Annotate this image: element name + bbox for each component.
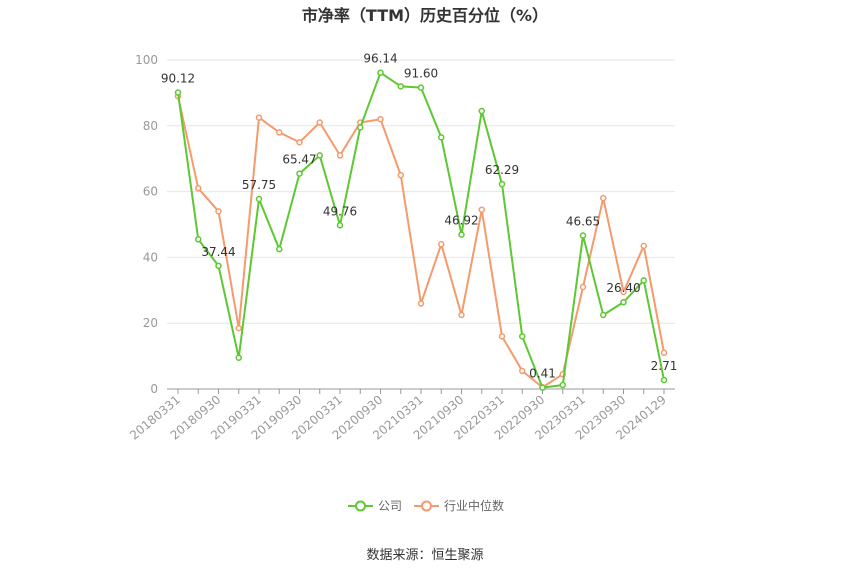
data-point (600, 311, 607, 319)
data-label: 65.47 (282, 153, 316, 167)
data-point (397, 171, 404, 179)
data-point (660, 349, 668, 357)
y-axis: 0 20 40 60 80 100 (135, 53, 158, 396)
data-point (235, 354, 242, 361)
data-point (498, 180, 506, 188)
data-point (640, 277, 647, 284)
data-label: 57.75 (242, 178, 276, 192)
y-tick-label: 40 (143, 250, 158, 264)
legend-item-行业中位数[interactable]: 行业中位数 (414, 498, 504, 513)
data-point (215, 262, 222, 270)
legend-marker (421, 500, 432, 512)
data-point (357, 124, 364, 131)
legend[interactable]: 公司 行业中位数 (348, 498, 504, 513)
data-point (377, 69, 384, 76)
data-point (316, 119, 323, 126)
legend-label: 行业中位数 (444, 498, 504, 513)
data-point (417, 300, 425, 307)
data-point (255, 195, 263, 203)
data-point (478, 206, 485, 213)
data-point (276, 129, 283, 136)
data-point (174, 89, 182, 96)
data-point (519, 333, 526, 340)
data-label: 90.12 (161, 72, 195, 86)
data-point (458, 311, 465, 319)
data-point (620, 298, 627, 306)
data-point (579, 232, 587, 239)
chart-source: 数据来源：恒生聚源 (366, 548, 483, 563)
y-tick-label: 80 (143, 119, 158, 133)
data-label: 49.76 (323, 204, 357, 218)
data-point (296, 170, 303, 177)
data-label: 46.65 (566, 215, 600, 229)
data-label: 0.41 (529, 367, 556, 381)
data-point (336, 222, 344, 229)
data-label: 96.14 (363, 52, 397, 66)
x-axis: 2018033120180930201903312019093020200331… (127, 388, 675, 443)
legend-item-公司[interactable]: 公司 (348, 499, 402, 513)
data-point (660, 376, 668, 384)
series-line-公司 (177, 71, 665, 389)
data-point (276, 245, 283, 253)
data-point (438, 240, 445, 248)
legend-marker (355, 500, 366, 512)
data-label: 37.44 (201, 245, 235, 259)
data-label: 91.60 (404, 67, 438, 81)
data-point (377, 115, 384, 123)
data-point (640, 242, 647, 250)
data-point (296, 139, 303, 146)
y-tick-label: 60 (143, 185, 158, 199)
series-line-行业中位数 (177, 95, 665, 389)
data-point (559, 381, 566, 389)
y-tick-label: 20 (143, 316, 158, 330)
data-point (539, 384, 546, 391)
data-label: 2.71 (651, 359, 678, 373)
data-point (458, 231, 465, 238)
data-point (215, 208, 222, 215)
data-labels: 90.12 37.44 57.75 65.47 49.76 96.14 91.60 46.92… (161, 52, 678, 381)
data-label: 62.29 (485, 163, 519, 177)
data-point (316, 152, 323, 159)
data-point (336, 152, 344, 159)
y-tick-label: 100 (135, 53, 158, 67)
data-point (579, 283, 587, 291)
data-point (478, 107, 485, 115)
data-label: 46.92 (444, 214, 478, 228)
data-point (417, 84, 425, 91)
data-point (519, 367, 526, 375)
data-point (600, 194, 607, 202)
data-point (235, 324, 242, 332)
data-point (195, 185, 202, 192)
data-point (620, 288, 627, 296)
data-point (255, 114, 263, 121)
data-label: 26.40 (606, 281, 640, 295)
y-tick-label: 0 (150, 382, 158, 396)
data-point (498, 333, 506, 340)
chart-title: 市净率（TTM）历史百分位（%） (302, 6, 548, 25)
data-point (438, 134, 445, 141)
series-layer (174, 69, 668, 391)
data-point (397, 83, 404, 90)
data-point (195, 236, 202, 243)
legend-label: 公司 (378, 499, 402, 513)
